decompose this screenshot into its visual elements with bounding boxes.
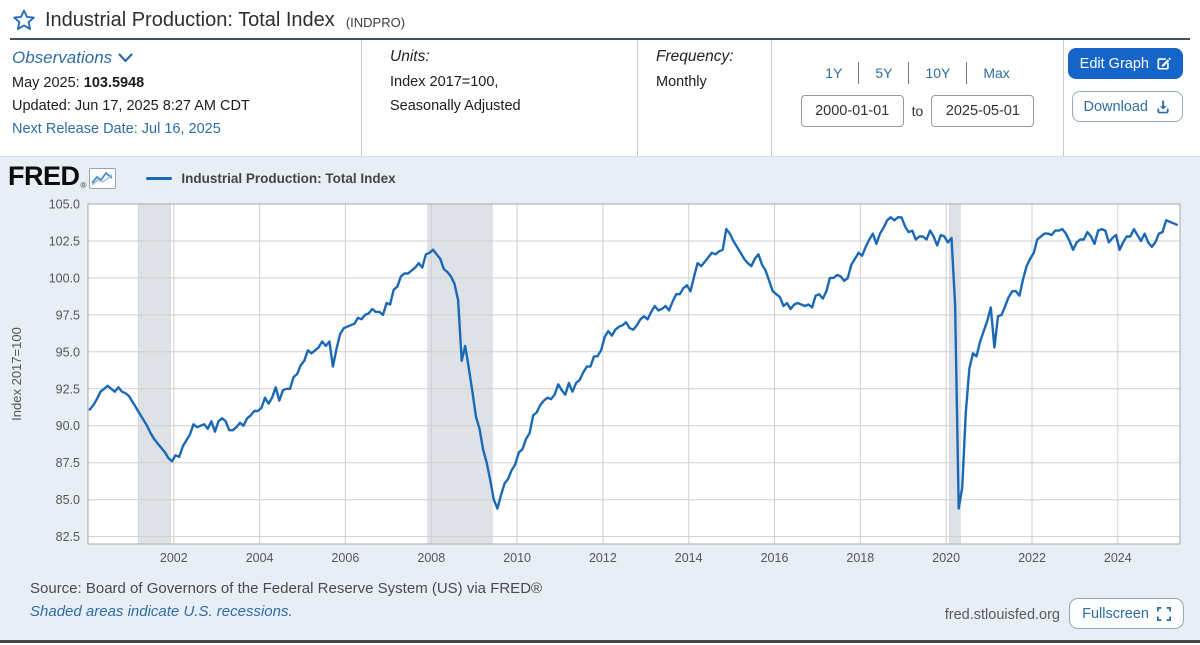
y-tick-label: 92.5: [56, 382, 80, 396]
plot-area[interactable]: [88, 204, 1180, 544]
title-bar: Industrial Production: Total Index (INDP…: [0, 0, 1200, 38]
edit-icon: [1156, 56, 1171, 71]
fred-logo-registered: ®: [80, 181, 87, 190]
y-tick-label: 85.0: [56, 493, 80, 507]
y-tick-label: 102.5: [49, 235, 80, 249]
fred-sparkline-icon: [89, 168, 117, 189]
frequency-label: Frequency:: [656, 48, 734, 65]
chart-panel: FRED ® Industrial Production: Total Inde…: [0, 156, 1200, 643]
title-divider: [10, 38, 1190, 40]
fullscreen-button[interactable]: Fullscreen: [1069, 598, 1184, 629]
legend-series-label: Industrial Production: Total Index: [181, 171, 396, 186]
chart-legend: Industrial Production: Total Index: [146, 171, 396, 186]
range-selector: 1Y 5Y 10Y Max: [822, 62, 1013, 84]
range-divider: [908, 62, 910, 84]
x-tick-label: 2004: [246, 551, 274, 565]
units-value-line1: Index 2017=100,: [390, 74, 499, 90]
y-tick-label: 95.0: [56, 345, 80, 359]
recession-band: [427, 203, 493, 545]
chart-brand-row: FRED ® Industrial Production: Total Inde…: [8, 161, 396, 191]
plot-border: [87, 203, 1181, 545]
y-tick-label: 105.0: [49, 198, 80, 212]
recession-note-link[interactable]: Shaded areas indicate U.S. recessions.: [30, 603, 293, 620]
date-range: to: [800, 95, 1035, 127]
x-tick-label: 2014: [675, 551, 703, 565]
x-tick-label: 2016: [761, 551, 789, 565]
units-label: Units:: [390, 48, 430, 65]
range-divider: [966, 62, 968, 84]
observations-column: Observations May 2025: 103.5948 Updated:…: [12, 40, 362, 156]
window-bottom-edge: [0, 640, 1200, 643]
y-tick-label: 97.5: [56, 308, 80, 322]
chevron-down-icon: [118, 53, 133, 63]
start-date-input[interactable]: [800, 95, 904, 127]
updated-timestamp: Updated: Jun 17, 2025 8:27 AM CDT: [12, 98, 250, 114]
fullscreen-icon: [1157, 606, 1171, 621]
page-title: Industrial Production: Total Index: [45, 8, 335, 31]
x-tick-label: 2008: [417, 551, 445, 565]
y-tick-label: 90.0: [56, 419, 80, 433]
latest-observation: May 2025: 103.5948: [12, 75, 145, 91]
star-icon[interactable]: [12, 8, 36, 32]
y-tick-label: 87.5: [56, 456, 80, 470]
fred-logo: FRED: [8, 161, 80, 191]
x-tick-label: 2012: [589, 551, 617, 565]
x-tick-label: 2022: [1018, 551, 1046, 565]
series-line[interactable]: [88, 216, 1179, 510]
x-tick-label: 2020: [932, 551, 960, 565]
source-text: Source: Board of Governors of the Federa…: [30, 580, 543, 597]
y-tick-label: 100.0: [49, 271, 80, 285]
x-tick-label: 2024: [1104, 551, 1132, 565]
x-tick-label: 2010: [503, 551, 531, 565]
date-range-to-label: to: [911, 103, 924, 119]
x-tick-label: 2006: [331, 551, 359, 565]
frequency-column: Frequency: Monthly: [638, 40, 772, 156]
series-id: (INDPRO): [345, 14, 406, 30]
range-column: 1Y 5Y 10Y Max to: [772, 40, 1064, 156]
edit-graph-button[interactable]: Edit Graph: [1067, 48, 1183, 79]
observations-dropdown[interactable]: Observations: [12, 48, 361, 68]
x-tick-label: 2018: [846, 551, 874, 565]
frequency-value: Monthly: [656, 74, 707, 90]
y-axis-title: Index 2017=100: [9, 327, 24, 421]
recession-band: [137, 203, 171, 545]
legend-line-swatch: [146, 177, 173, 180]
next-release-link[interactable]: Next Release Date: Jul 16, 2025: [12, 121, 221, 137]
range-10y-button[interactable]: 10Y: [922, 63, 953, 83]
end-date-input[interactable]: [931, 95, 1035, 127]
actions-column: Edit Graph Download: [1064, 40, 1188, 156]
range-divider: [858, 62, 860, 84]
download-button[interactable]: Download: [1071, 91, 1183, 122]
info-bar: Observations May 2025: 103.5948 Updated:…: [0, 40, 1200, 156]
x-tick-label: 2002: [160, 551, 188, 565]
chart-footer-notes: Source: Board of Governors of the Federa…: [30, 580, 542, 620]
range-1y-button[interactable]: 1Y: [822, 63, 845, 83]
units-column: Units: Index 2017=100, Seasonally Adjust…: [362, 40, 638, 156]
units-value-line2: Seasonally Adjusted: [390, 98, 521, 114]
y-tick-label: 82.5: [56, 530, 80, 544]
latest-value: 103.5948: [83, 75, 145, 91]
download-icon: [1155, 99, 1171, 115]
time-series-chart[interactable]: 2002 2004 2006 2008 2010 2012 2014 2016 2018 2020…: [0, 157, 1200, 644]
range-max-button[interactable]: Max: [980, 63, 1012, 83]
range-5y-button[interactable]: 5Y: [872, 63, 895, 83]
site-url: fred.stlouisfed.org: [944, 607, 1060, 623]
